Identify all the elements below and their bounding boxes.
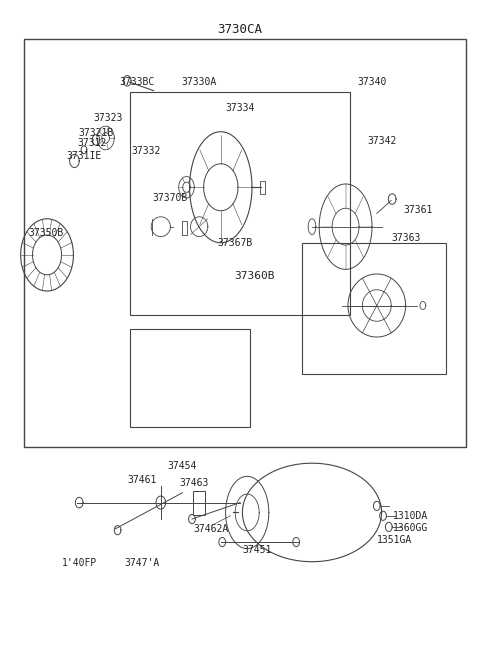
Text: 37370B: 37370B bbox=[153, 193, 188, 204]
Text: 3730CA: 3730CA bbox=[217, 23, 263, 36]
Text: 37461: 37461 bbox=[127, 474, 156, 485]
Text: 1351GA: 1351GA bbox=[377, 535, 412, 545]
Text: 37360B: 37360B bbox=[234, 271, 275, 281]
Text: 37312: 37312 bbox=[78, 138, 107, 148]
Bar bbox=[182, 221, 187, 235]
Text: 3731IE: 3731IE bbox=[66, 151, 101, 162]
Text: 37363: 37363 bbox=[391, 233, 420, 243]
Text: 37342: 37342 bbox=[367, 136, 396, 147]
Text: 37323: 37323 bbox=[93, 113, 123, 124]
Text: 1310DA: 1310DA bbox=[393, 510, 428, 521]
Bar bbox=[130, 328, 250, 427]
Text: 37454: 37454 bbox=[168, 461, 197, 472]
Bar bbox=[302, 243, 446, 374]
Text: 1'40FP: 1'40FP bbox=[61, 558, 97, 568]
Text: 37340: 37340 bbox=[357, 77, 387, 87]
Text: 37361: 37361 bbox=[403, 205, 432, 215]
Bar bbox=[193, 491, 205, 515]
Text: 37463: 37463 bbox=[180, 478, 209, 488]
Text: 37334: 37334 bbox=[225, 103, 255, 114]
Text: 37332: 37332 bbox=[132, 146, 161, 156]
Text: 37350B: 37350B bbox=[28, 228, 63, 238]
Text: 3733BC: 3733BC bbox=[119, 77, 155, 87]
Bar bbox=[24, 39, 466, 447]
Text: 37451: 37451 bbox=[242, 545, 272, 555]
Text: 3747'A: 3747'A bbox=[124, 558, 159, 568]
Text: 37367B: 37367B bbox=[217, 238, 253, 248]
Text: 37462A: 37462A bbox=[193, 524, 229, 534]
Bar bbox=[260, 181, 264, 194]
Text: 37330A: 37330A bbox=[181, 77, 217, 87]
Bar bbox=[130, 92, 350, 315]
Text: 37321B: 37321B bbox=[78, 128, 114, 139]
Text: 1360GG: 1360GG bbox=[393, 522, 428, 533]
